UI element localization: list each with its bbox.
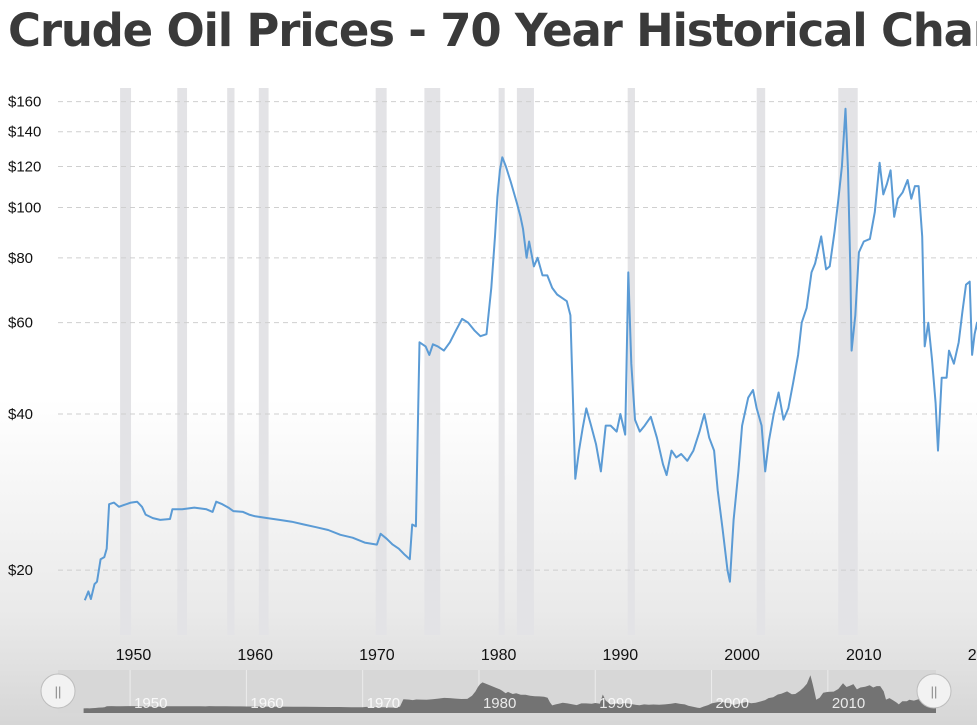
y-tick-label: $160: [8, 94, 41, 111]
y-tick-label: $60: [8, 315, 33, 332]
x-tick-label: 1970: [359, 647, 395, 664]
navigator-tick-label: 1980: [483, 695, 516, 712]
chart-title: Crude Oil Prices - 70 Year Historical Ch…: [8, 4, 977, 57]
left-handle-grip-icon: ||: [55, 684, 62, 699]
price-line: [83, 107, 977, 601]
navigator-area: [83, 675, 937, 713]
y-axis: $20 $40 $60 $80 $100 $120 $140 $160: [8, 94, 41, 580]
recession-band: [756, 88, 766, 635]
y-tick-label: $100: [8, 200, 41, 217]
recession-band: [375, 88, 387, 635]
recession-band: [516, 88, 534, 635]
navigator-tick-label: 2010: [832, 695, 865, 712]
x-tick-label: 1990: [603, 647, 639, 664]
navigator-tick-label: 1970: [367, 695, 400, 712]
recession-band: [838, 88, 858, 635]
recession-band: [227, 88, 235, 635]
navigator-tick-label: 2000: [716, 695, 749, 712]
y-tick-label: $20: [8, 562, 33, 579]
right-handle-grip-icon: ||: [931, 684, 938, 699]
navigator-tick-label: 1960: [250, 695, 283, 712]
x-tick-label: 1950: [116, 647, 152, 664]
y-tick-label: $80: [8, 250, 33, 267]
recession-band: [120, 88, 132, 635]
recession-band: [498, 88, 505, 635]
recession-band: [258, 88, 269, 635]
range-navigator[interactable]: 1950 1960 1970 1980 1990 2000 2010 || ||: [40, 670, 952, 713]
recession-band: [424, 88, 441, 635]
x-tick-label: 2010: [846, 647, 882, 664]
x-tick-label: 2000: [724, 647, 760, 664]
navigator-right-handle[interactable]: ||: [916, 673, 952, 709]
navigator-ticks: 1950 1960 1970 1980 1990 2000 2010: [134, 695, 865, 712]
y-tick-label: $140: [8, 124, 41, 141]
price-series: [83, 107, 977, 601]
x-tick-label: 2020: [968, 647, 977, 664]
y-tick-label: $40: [8, 406, 33, 423]
recession-band: [177, 88, 188, 635]
navigator-tick-label: 1990: [599, 695, 632, 712]
navigator-tick-label: 1950: [134, 695, 167, 712]
x-tick-label: 1980: [481, 647, 517, 664]
y-tick-label: $120: [8, 158, 41, 175]
x-axis: 1950 1960 1970 1980 1990 2000 2010 2020: [116, 647, 977, 664]
x-tick-label: 1960: [237, 647, 273, 664]
recession-bands: [120, 88, 858, 635]
navigator-left-handle[interactable]: ||: [40, 673, 76, 709]
